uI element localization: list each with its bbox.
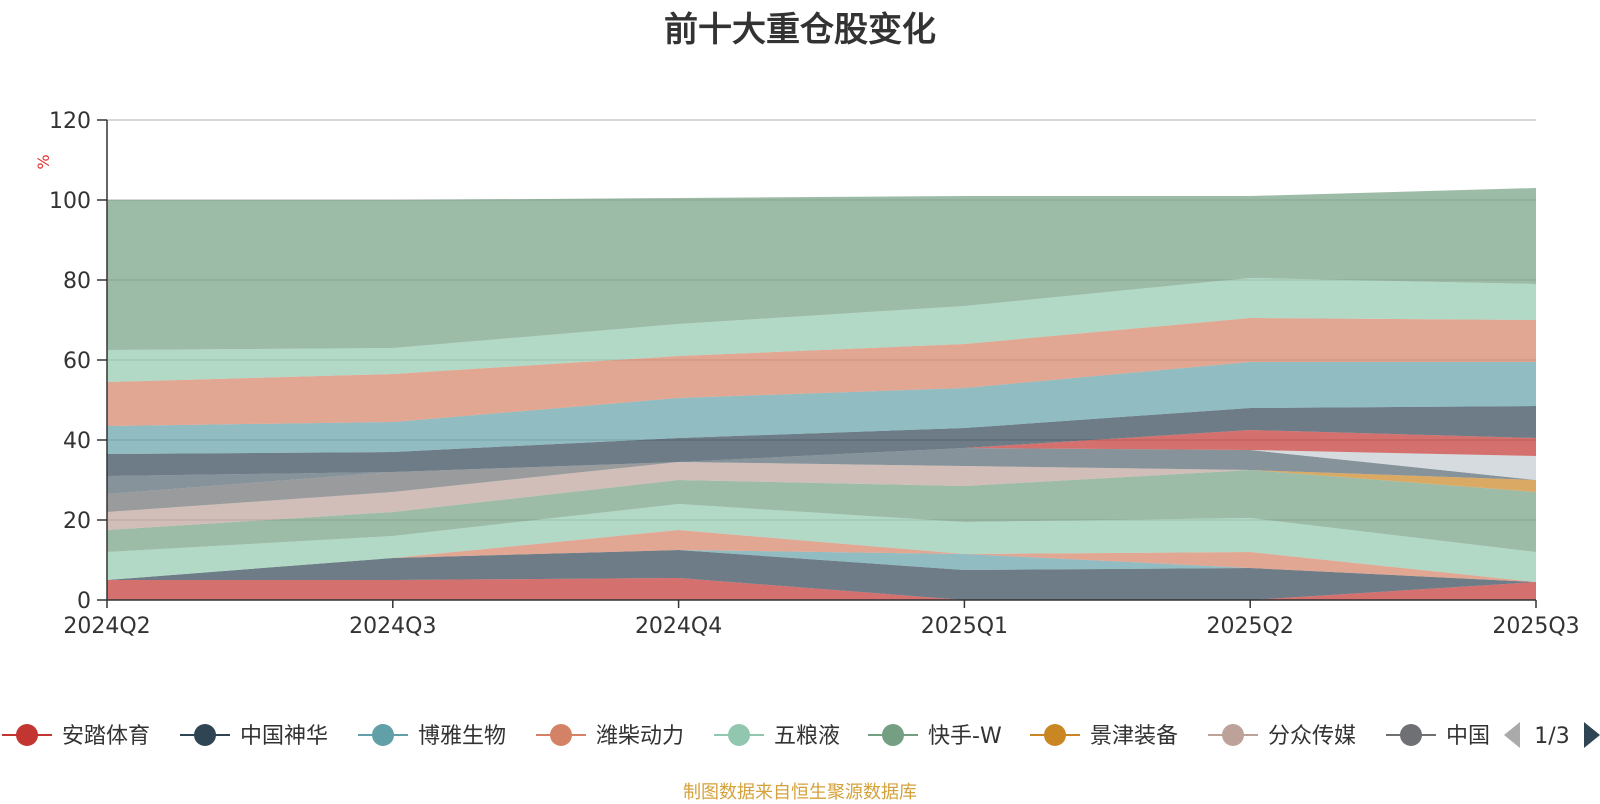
x-tick-label-2025Q1: 2025Q1 <box>921 614 1008 639</box>
legend-prev-page-icon <box>1504 722 1520 748</box>
legend-label-景津装备: 景津装备 <box>1090 724 1178 749</box>
area-series-group <box>107 188 1536 600</box>
legend-label-快手-W: 快手-W <box>928 724 1002 749</box>
legend: 安踏体育 中国神华 博雅生物 潍柴动力 五粮液 快手-W 景津装备 分众传媒 中国 1/3 <box>2 722 1600 749</box>
y-tick-label-20: 20 <box>63 509 91 534</box>
legend-label-中国神华: 中国神华 <box>240 724 328 749</box>
legend-marker-景津装备 <box>1044 724 1066 746</box>
x-tick-label-2025Q2: 2025Q2 <box>1207 614 1294 639</box>
y-tick-label-40: 40 <box>63 429 91 454</box>
x-tick-label-2024Q2: 2024Q2 <box>63 614 150 639</box>
legend-label-分众传媒: 分众传媒 <box>1268 724 1356 749</box>
legend-label-潍柴动力: 潍柴动力 <box>596 724 684 749</box>
legend-marker-博雅生物 <box>372 724 394 746</box>
legend-label-博雅生物: 博雅生物 <box>418 724 506 749</box>
y-axis-unit-label: % <box>34 154 53 169</box>
legend-marker-五粮液 <box>728 724 750 746</box>
stacked-area-chart: 0 20 40 60 80 100 120 2024Q2 2024Q3 2024Q4 2025Q1 2… <box>0 0 1600 800</box>
legend-page-indicator: 1/3 <box>1534 724 1569 749</box>
y-tick-label-100: 100 <box>49 189 91 214</box>
y-tick-label-60: 60 <box>63 349 91 374</box>
legend-marker-快手-W <box>882 724 904 746</box>
y-tick-label-120: 120 <box>49 109 91 134</box>
legend-label-安踏体育: 安踏体育 <box>62 724 150 749</box>
legend-marker-中国 <box>1400 724 1422 746</box>
x-tick-label-2025Q3: 2025Q3 <box>1492 614 1579 639</box>
data-source-note: 制图数据来自恒生聚源数据库 <box>0 778 1600 804</box>
legend-next-page-icon <box>1584 722 1600 748</box>
legend-marker-分众传媒 <box>1222 724 1244 746</box>
legend-label-中国: 中国 <box>1446 724 1490 749</box>
x-tick-label-2024Q3: 2024Q3 <box>349 614 436 639</box>
legend-marker-安踏体育 <box>16 724 38 746</box>
legend-marker-中国神华 <box>194 724 216 746</box>
legend-marker-潍柴动力 <box>550 724 572 746</box>
x-tick-label-2024Q4: 2024Q4 <box>635 614 722 639</box>
y-tick-label-80: 80 <box>63 269 91 294</box>
y-tick-label-0: 0 <box>77 589 91 614</box>
legend-label-五粮液: 五粮液 <box>774 724 840 749</box>
